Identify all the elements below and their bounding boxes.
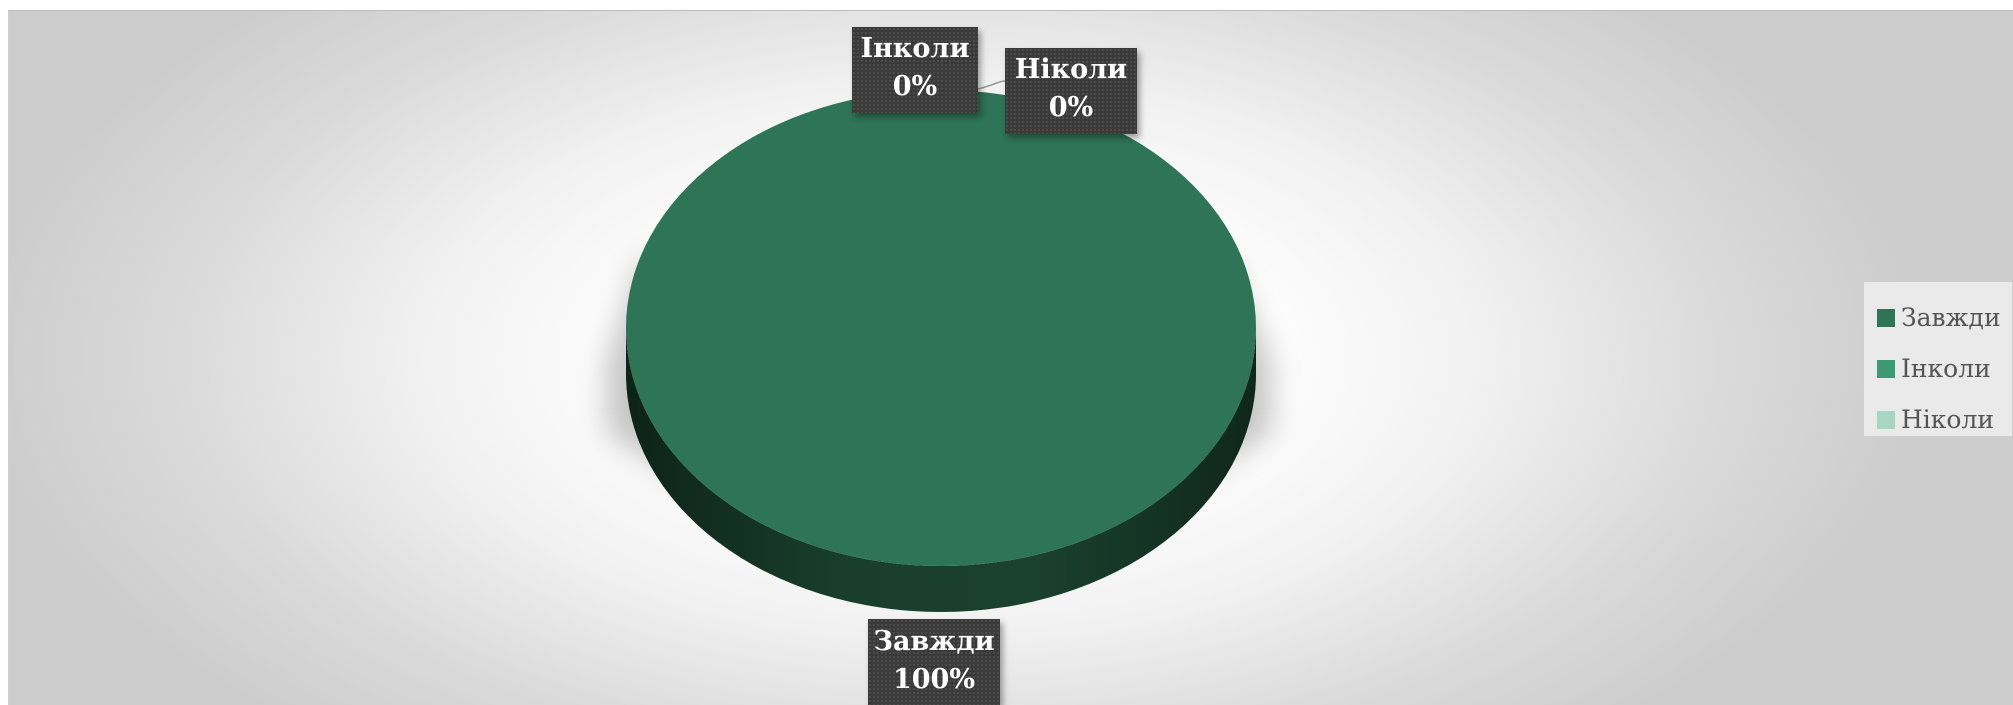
- data-label-always: Завжди 100%: [868, 619, 1000, 705]
- pie-chart: [607, 80, 1271, 612]
- legend-label-sometimes: Інколи: [1901, 354, 1991, 383]
- data-label-sometimes-percent: 0%: [892, 71, 938, 102]
- legend-swatch-never: [1877, 410, 1895, 429]
- pie-side-surface: [626, 328, 1256, 612]
- legend-label-never: Ніколи: [1901, 405, 1995, 434]
- data-label-always-category: Завжди: [873, 626, 995, 657]
- data-label-never-category: Ніколи: [1014, 54, 1128, 85]
- legend-swatch-always: [1877, 308, 1895, 327]
- legend-item-sometimes: Інколи: [1877, 343, 2012, 394]
- data-label-sometimes: Інколи 0%: [852, 27, 978, 113]
- legend-swatch-sometimes: [1877, 359, 1895, 378]
- legend-label-always: Завжди: [1901, 303, 2001, 332]
- data-label-never-percent: 0%: [1048, 92, 1094, 123]
- data-label-sometimes-category: Інколи: [860, 33, 970, 64]
- legend-item-never: Ніколи: [1877, 394, 2012, 445]
- legend: Завжди Інколи Ніколи: [1864, 282, 2012, 436]
- data-label-always-percent: 100%: [892, 664, 975, 695]
- chart-area: Завжди 100% Інколи 0% Ніколи 0% Завжди І…: [8, 10, 2013, 705]
- legend-item-always: Завжди: [1877, 292, 2012, 343]
- leader-line-never: [977, 80, 1006, 90]
- data-label-never: Ніколи 0%: [1005, 48, 1137, 134]
- pie-slice-always: [626, 90, 1256, 566]
